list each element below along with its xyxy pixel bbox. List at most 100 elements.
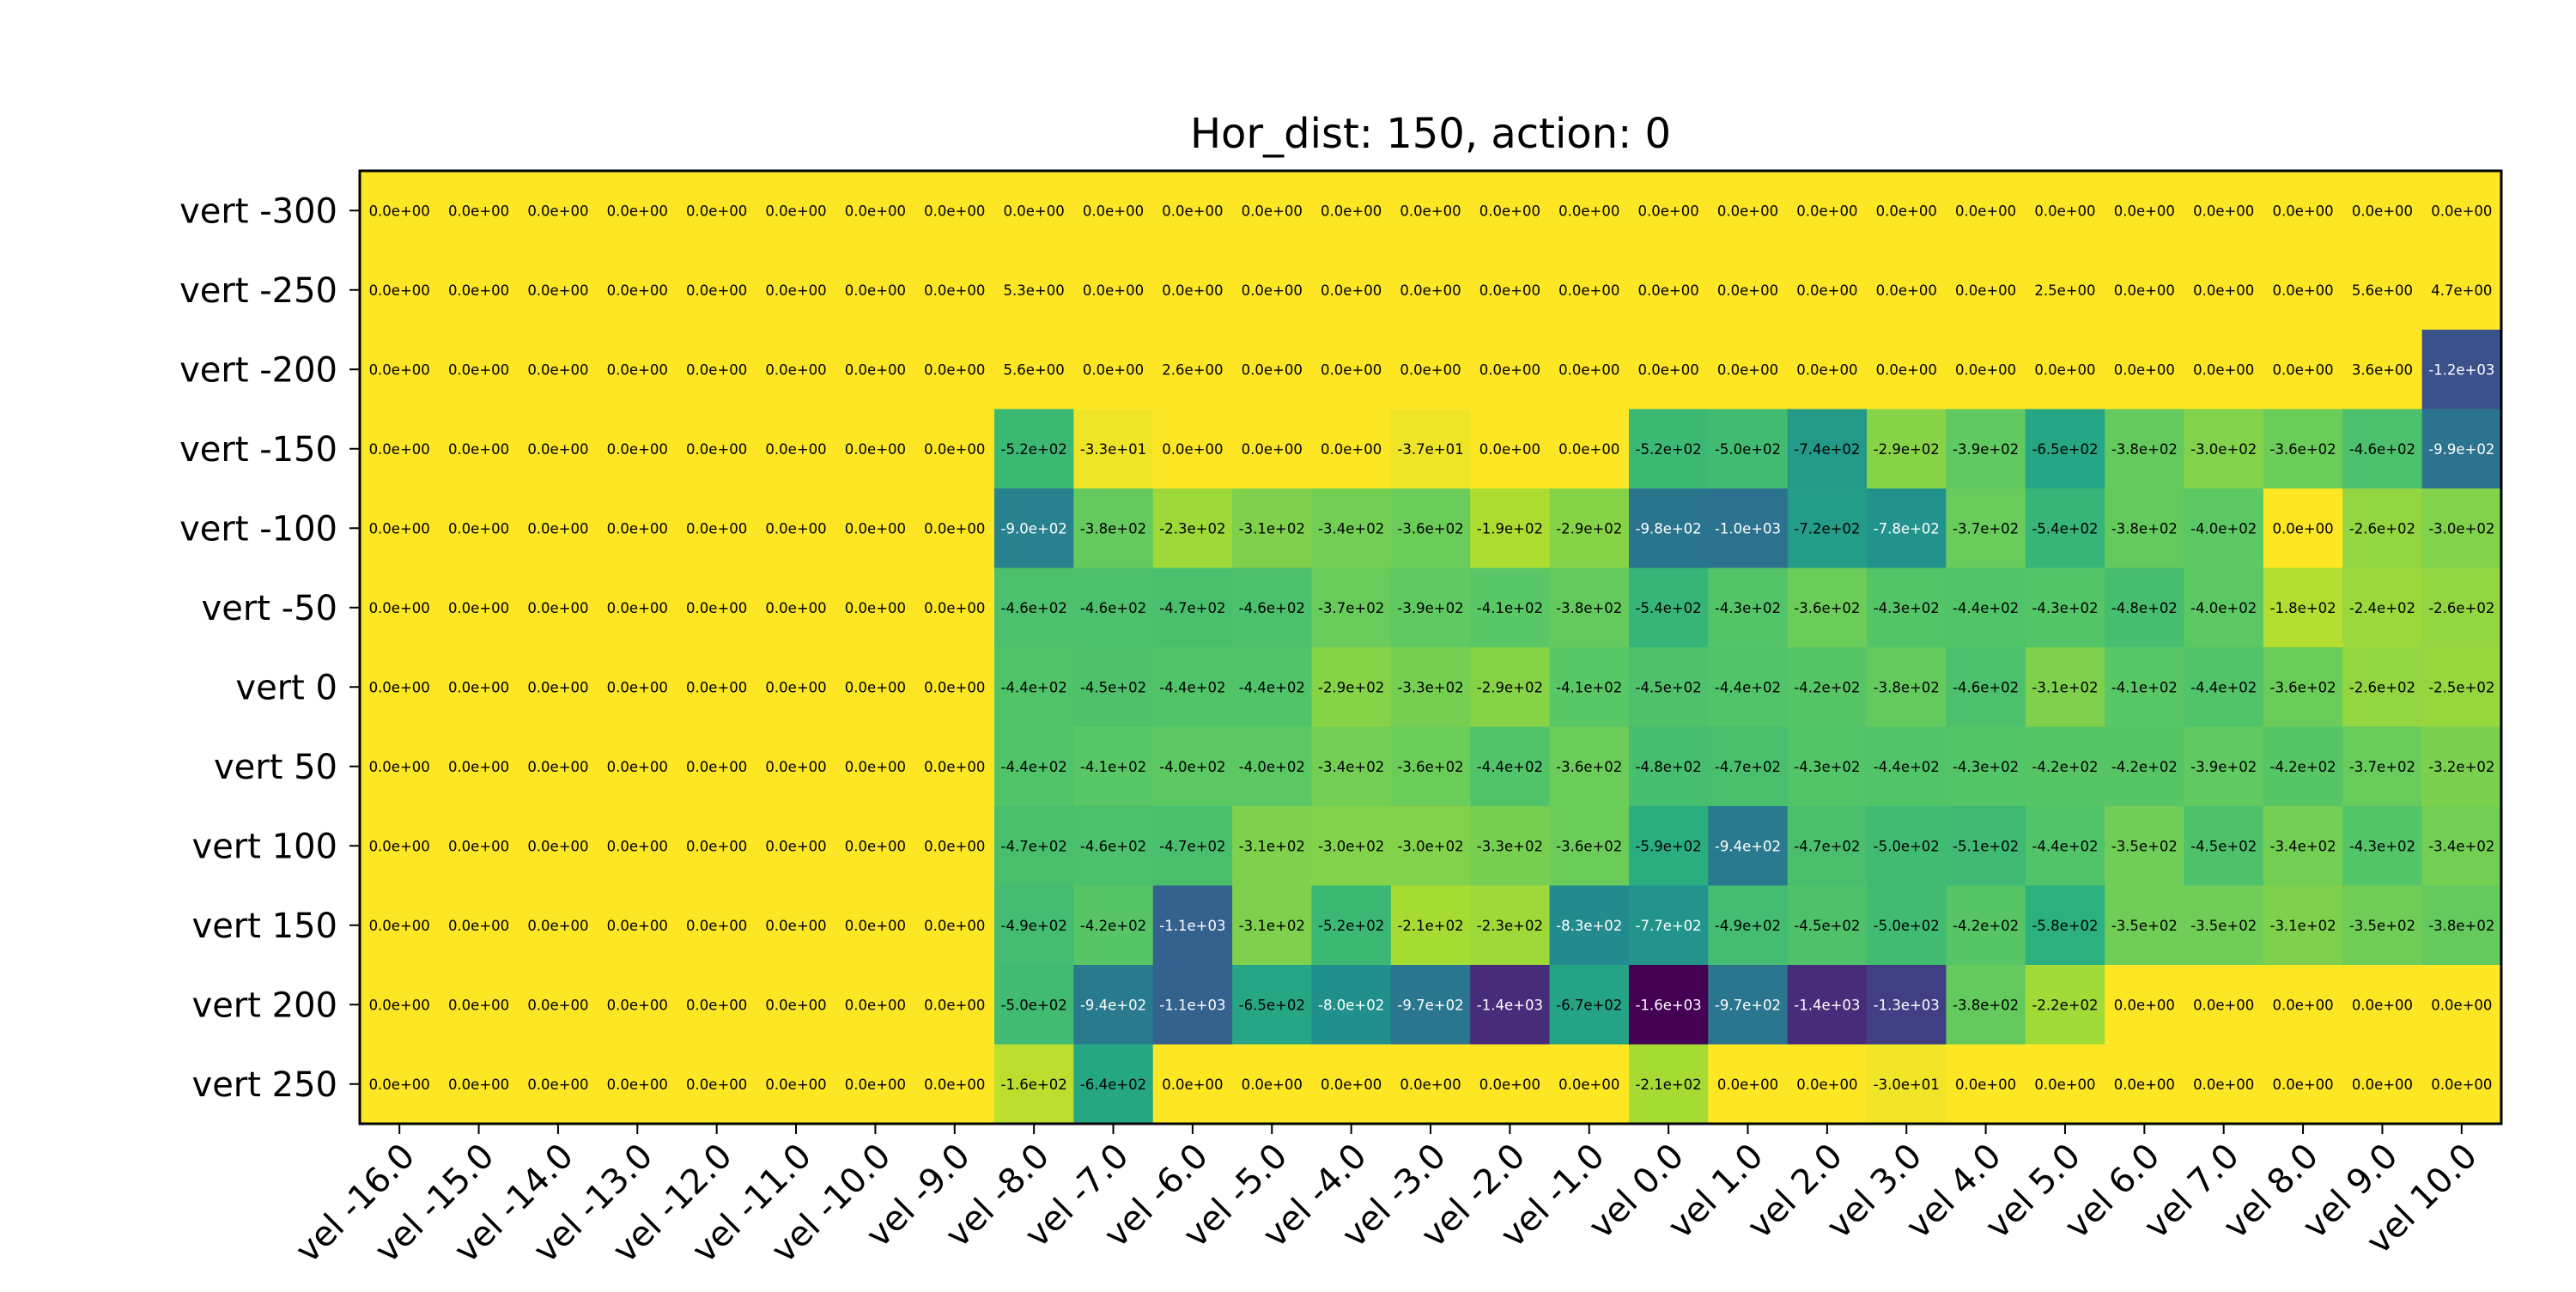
cell-value-label: -4.6e+02 bbox=[1080, 838, 1146, 854]
heatmap-cell bbox=[1232, 567, 1313, 648]
cell-value-label: -3.8e+02 bbox=[1556, 600, 1622, 616]
heatmap-cell bbox=[1549, 330, 1630, 410]
cell-value-label: 0.0e+00 bbox=[448, 997, 509, 1013]
heatmap-cell bbox=[518, 409, 598, 489]
heatmap-cell bbox=[835, 250, 916, 331]
heatmap-cell bbox=[2263, 250, 2343, 331]
cell-value-label: -4.1e+02 bbox=[2111, 679, 2178, 695]
heatmap-cell bbox=[1390, 885, 1471, 966]
cell-value-label: -3.8e+02 bbox=[2111, 520, 2178, 537]
heatmap-cell bbox=[1470, 806, 1551, 887]
cell-value-label: -4.0e+02 bbox=[2190, 600, 2257, 616]
cell-value-label: -6.4e+02 bbox=[1080, 1077, 1146, 1093]
heatmap-cell bbox=[914, 567, 995, 648]
heatmap-cell bbox=[1628, 885, 1709, 966]
cell-value-label: -9.9e+02 bbox=[2428, 441, 2494, 458]
cell-value-label: -4.5e+02 bbox=[1080, 679, 1146, 695]
heatmap-cell bbox=[677, 885, 757, 966]
heatmap-cell bbox=[1232, 250, 1313, 331]
heatmap-cell bbox=[2342, 330, 2423, 410]
cell-value-label: 5.3e+00 bbox=[1004, 282, 1065, 299]
y-tick-label: vert -100 bbox=[179, 509, 337, 549]
heatmap-cell bbox=[2184, 171, 2264, 252]
heatmap-cell bbox=[1152, 726, 1233, 807]
cell-value-label: 0.0e+00 bbox=[1955, 361, 2016, 378]
cell-value-label: -8.0e+02 bbox=[1318, 997, 1384, 1013]
heatmap-cell bbox=[1946, 647, 2026, 728]
chart-title: Hor_dist: 150, action: 0 bbox=[1190, 110, 1671, 158]
cell-value-label: -4.4e+02 bbox=[1953, 600, 2019, 616]
heatmap-cell bbox=[1152, 330, 1233, 410]
heatmap-cell bbox=[1152, 1044, 1233, 1125]
y-axis: vert -300 vert -250 vert -200 vert -150 vert… bbox=[179, 191, 360, 1105]
cell-value-label: 0.0e+00 bbox=[924, 203, 985, 219]
y-tick-label: vert 100 bbox=[192, 827, 337, 866]
cell-value-label: 0.0e+00 bbox=[924, 679, 985, 695]
cell-value-label: 0.0e+00 bbox=[607, 679, 668, 695]
heatmap-cell bbox=[1549, 409, 1630, 489]
heatmap-cell bbox=[1787, 250, 1868, 331]
cell-value-label: -4.4e+02 bbox=[2032, 838, 2098, 854]
cell-value-label: 0.0e+00 bbox=[686, 918, 747, 934]
heatmap-cell bbox=[2184, 726, 2264, 807]
cell-value-label: -2.9e+02 bbox=[1477, 679, 1543, 695]
heatmap-cell bbox=[518, 1044, 598, 1125]
cell-value-label: 0.0e+00 bbox=[2352, 203, 2413, 219]
cell-value-label: -3.4e+02 bbox=[1318, 759, 1384, 775]
cell-value-label: -6.5e+02 bbox=[2032, 441, 2098, 458]
cell-value-label: 0.0e+00 bbox=[924, 1077, 985, 1093]
y-tick-label: vert -50 bbox=[202, 589, 337, 628]
cell-value-label: 0.0e+00 bbox=[1876, 282, 1937, 299]
heatmap-cell bbox=[1946, 1044, 2026, 1125]
cell-value-label: -4.3e+02 bbox=[1874, 600, 1940, 616]
cell-value-label: 0.0e+00 bbox=[1162, 282, 1223, 299]
cell-value-label: -5.1e+02 bbox=[1953, 838, 2019, 854]
heatmap-cell bbox=[1073, 567, 1154, 648]
heatmap-cell bbox=[2105, 965, 2185, 1046]
heatmap-cell bbox=[518, 171, 598, 252]
cell-value-label: -4.3e+02 bbox=[1953, 759, 2019, 775]
heatmap-cell bbox=[914, 488, 995, 569]
cell-value-label: 0.0e+00 bbox=[527, 520, 588, 537]
heatmap-cell bbox=[677, 250, 757, 331]
heatmap-cell bbox=[1628, 965, 1709, 1046]
heatmap-cell bbox=[439, 250, 519, 331]
heatmap-cell bbox=[1152, 806, 1233, 887]
heatmap-cell bbox=[1152, 885, 1233, 966]
heatmap-cell bbox=[1073, 806, 1154, 887]
cell-value-label: -4.9e+02 bbox=[1001, 918, 1067, 934]
cell-value-label: -4.8e+02 bbox=[1636, 759, 1702, 775]
cell-value-label: -4.2e+02 bbox=[2032, 759, 2098, 775]
heatmap-cell bbox=[1787, 567, 1868, 648]
cell-value-label: 0.0e+00 bbox=[1796, 282, 1857, 299]
cell-value-label: -3.7e+01 bbox=[1397, 441, 1463, 458]
cell-value-label: 0.0e+00 bbox=[607, 918, 668, 934]
heatmap-cell bbox=[360, 726, 440, 807]
heatmap-cell bbox=[2105, 806, 2185, 887]
heatmap-cell bbox=[1867, 965, 1947, 1046]
heatmap-cell bbox=[2025, 171, 2105, 252]
cell-value-label: 0.0e+00 bbox=[448, 361, 509, 378]
cell-value-label: -5.2e+02 bbox=[1318, 918, 1384, 934]
heatmap-cell bbox=[1787, 330, 1868, 410]
heatmap-cell bbox=[2025, 885, 2105, 966]
cell-value-label: 0.0e+00 bbox=[448, 520, 509, 537]
heatmap-cell bbox=[1787, 409, 1868, 489]
cell-value-label: -4.2e+02 bbox=[2111, 759, 2178, 775]
heatmap-cell bbox=[1152, 965, 1233, 1046]
heatmap-cell bbox=[1867, 806, 1947, 887]
cell-value-label: -1.9e+02 bbox=[1477, 520, 1543, 537]
cell-value-label: -4.6e+02 bbox=[1080, 600, 1146, 616]
heatmap-cell bbox=[1867, 567, 1947, 648]
heatmap-cell bbox=[2105, 647, 2185, 728]
cell-value-label: 0.0e+00 bbox=[448, 918, 509, 934]
heatmap-cell bbox=[2263, 330, 2343, 410]
heatmap-cell bbox=[1946, 567, 2026, 648]
cell-value-label: 0.0e+00 bbox=[686, 759, 747, 775]
cell-value-label: 0.0e+00 bbox=[2193, 282, 2254, 299]
heatmap-cell bbox=[360, 409, 440, 489]
cell-value-label: -1.8e+02 bbox=[2269, 600, 2336, 616]
heatmap-cell bbox=[2184, 567, 2264, 648]
heatmap-cell bbox=[835, 171, 916, 252]
cell-value-label: -3.1e+02 bbox=[1239, 918, 1305, 934]
